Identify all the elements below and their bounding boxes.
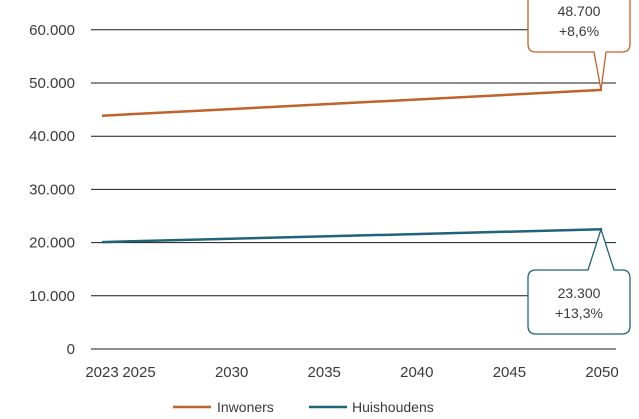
x-axis-labels: 2023 2025 2030 2035 2040 2045 2050 bbox=[85, 364, 618, 381]
x-tick-label: 2035 bbox=[308, 364, 341, 381]
y-tick-label: 10.000 bbox=[29, 288, 75, 305]
callout-value: 48.700 bbox=[558, 3, 601, 19]
callout-inwoners: 48.700 +8,6% bbox=[527, 0, 631, 91]
legend: Inwoners Huishoudens bbox=[173, 399, 434, 415]
y-tick-label: 50.000 bbox=[29, 75, 75, 92]
legend-label: Inwoners bbox=[217, 399, 274, 415]
callout-huishoudens: 23.300 +13,3% bbox=[527, 227, 631, 335]
y-tick-label: 0 bbox=[67, 341, 75, 358]
legend-label: Huishoudens bbox=[352, 399, 434, 415]
y-tick-label: 30.000 bbox=[29, 181, 75, 198]
callout-change: +8,6% bbox=[559, 23, 599, 39]
y-tick-label: 40.000 bbox=[29, 128, 75, 145]
y-tick-label: 20.000 bbox=[29, 235, 75, 252]
x-tick-label: 2045 bbox=[493, 364, 526, 381]
x-tick-label: 2023 bbox=[85, 364, 118, 381]
series-line-inwoners bbox=[101, 88, 603, 117]
callout-box bbox=[527, 227, 631, 335]
x-tick-label: 2025 bbox=[122, 364, 155, 381]
y-tick-label: 60.000 bbox=[29, 22, 75, 39]
x-tick-label: 2050 bbox=[585, 364, 618, 381]
x-tick-label: 2030 bbox=[215, 364, 248, 381]
callout-value: 23.300 bbox=[558, 285, 601, 301]
callout-change: +13,3% bbox=[555, 305, 603, 321]
x-tick-label: 2040 bbox=[400, 364, 433, 381]
series-line-huishoudens bbox=[101, 228, 603, 244]
y-gridlines: 0 10.000 20.000 30.000 40.000 50.000 60.000 bbox=[29, 22, 616, 358]
callout-box bbox=[527, 0, 631, 91]
